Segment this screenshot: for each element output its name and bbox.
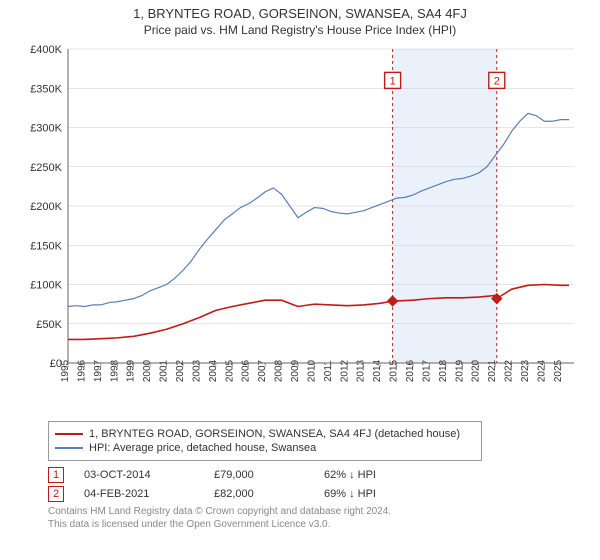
events-table: 1 03-OCT-2014 £79,000 62% ↓ HPI 2 04-FEB-2021… bbox=[48, 467, 580, 502]
svg-text:£350K: £350K bbox=[30, 83, 62, 95]
line-chart: £0£50K£100K£150K£200K£250K£300K£350K£400… bbox=[20, 43, 580, 413]
event-row: 1 03-OCT-2014 £79,000 62% ↓ HPI bbox=[48, 467, 580, 483]
svg-text:2: 2 bbox=[494, 75, 500, 87]
event-badge: 1 bbox=[48, 467, 64, 483]
svg-text:£400K: £400K bbox=[30, 44, 62, 56]
chart-area: £0£50K£100K£150K£200K£250K£300K£350K£400… bbox=[20, 43, 580, 413]
event-price: £79,000 bbox=[214, 469, 304, 481]
event-row: 2 04-FEB-2021 £82,000 69% ↓ HPI bbox=[48, 486, 580, 502]
event-badge: 2 bbox=[48, 486, 64, 502]
footnote-line: This data is licensed under the Open Gov… bbox=[48, 519, 580, 532]
chart-title: 1, BRYNTEG ROAD, GORSEINON, SWANSEA, SA4… bbox=[10, 6, 590, 21]
svg-text:£100K: £100K bbox=[30, 280, 62, 292]
svg-text:£250K: £250K bbox=[30, 162, 62, 174]
event-price: £82,000 bbox=[214, 488, 304, 500]
legend-swatch bbox=[55, 433, 83, 435]
event-date: 03-OCT-2014 bbox=[84, 469, 194, 481]
chart-subtitle: Price paid vs. HM Land Registry's House … bbox=[10, 23, 590, 37]
event-delta: 69% ↓ HPI bbox=[324, 488, 434, 500]
footnote: Contains HM Land Registry data © Crown c… bbox=[48, 506, 580, 531]
legend-label: HPI: Average price, detached house, Swan… bbox=[89, 442, 316, 454]
legend: 1, BRYNTEG ROAD, GORSEINON, SWANSEA, SA4… bbox=[48, 421, 482, 461]
svg-text:£200K: £200K bbox=[30, 201, 62, 213]
legend-row: 1, BRYNTEG ROAD, GORSEINON, SWANSEA, SA4… bbox=[55, 428, 475, 440]
svg-text:£150K: £150K bbox=[30, 240, 62, 252]
event-delta: 62% ↓ HPI bbox=[324, 469, 434, 481]
svg-text:£50K: £50K bbox=[36, 319, 62, 331]
legend-swatch bbox=[55, 447, 83, 449]
event-date: 04-FEB-2021 bbox=[84, 488, 194, 500]
svg-text:£300K: £300K bbox=[30, 123, 62, 135]
legend-row: HPI: Average price, detached house, Swan… bbox=[55, 442, 475, 454]
footnote-line: Contains HM Land Registry data © Crown c… bbox=[48, 506, 580, 519]
svg-text:1: 1 bbox=[390, 75, 396, 87]
legend-label: 1, BRYNTEG ROAD, GORSEINON, SWANSEA, SA4… bbox=[89, 428, 460, 440]
